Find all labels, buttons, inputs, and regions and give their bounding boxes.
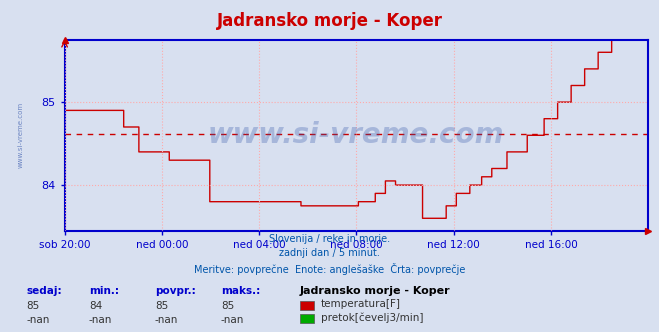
Text: Jadransko morje - Koper: Jadransko morje - Koper [217,12,442,30]
Text: 84: 84 [89,301,102,311]
Text: povpr.:: povpr.: [155,286,196,296]
Text: Jadransko morje - Koper: Jadransko morje - Koper [300,286,451,296]
Text: 85: 85 [155,301,168,311]
Text: maks.:: maks.: [221,286,260,296]
Text: -nan: -nan [26,315,49,325]
Text: -nan: -nan [155,315,178,325]
Text: www.si-vreme.com: www.si-vreme.com [208,121,504,149]
Text: temperatura[F]: temperatura[F] [321,299,401,309]
Text: 85: 85 [26,301,40,311]
Text: www.si-vreme.com: www.si-vreme.com [18,102,24,168]
Text: Slovenija / reke in morje.
zadnji dan / 5 minut.
Meritve: povprečne  Enote: angl: Slovenija / reke in morje. zadnji dan / … [194,234,465,275]
Text: -nan: -nan [89,315,112,325]
Text: sedaj:: sedaj: [26,286,62,296]
Text: min.:: min.: [89,286,119,296]
Text: 85: 85 [221,301,234,311]
Text: -nan: -nan [221,315,244,325]
Text: pretok[čevelj3/min]: pretok[čevelj3/min] [321,312,424,323]
